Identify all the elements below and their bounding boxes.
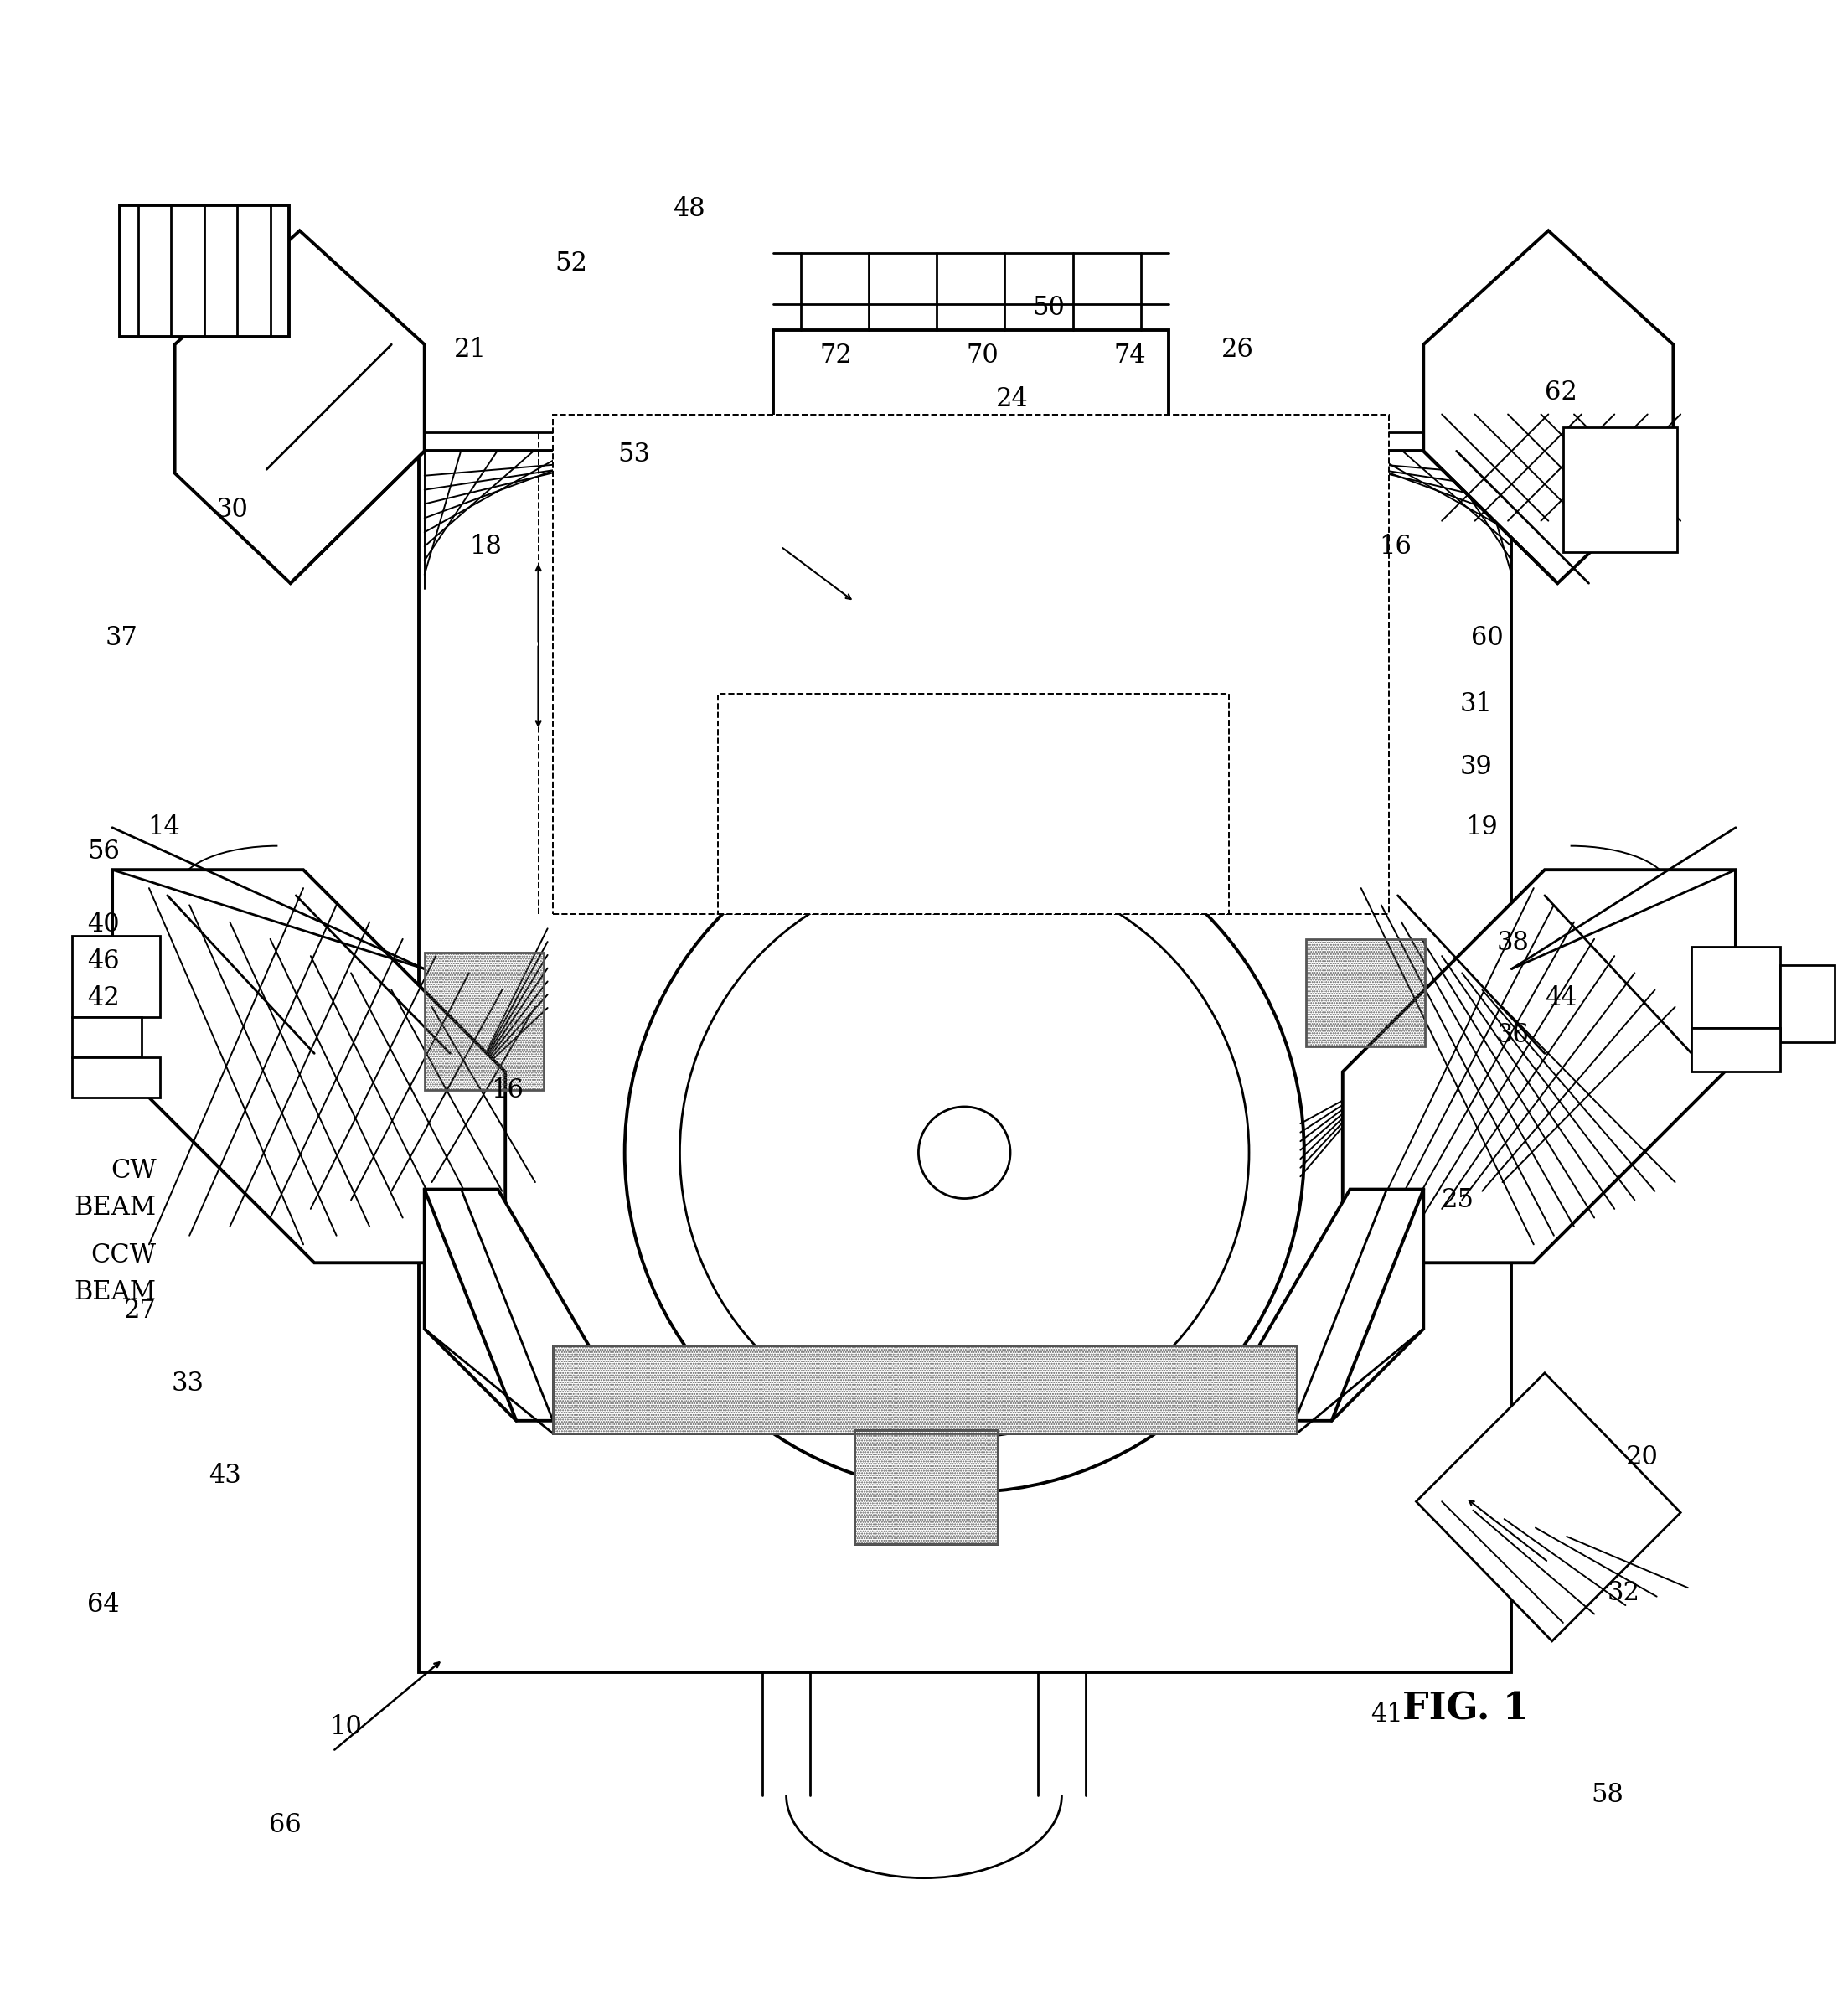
Text: 64: 64 bbox=[87, 1591, 120, 1617]
Bar bbox=[719, 693, 1229, 914]
Text: 19: 19 bbox=[1465, 814, 1499, 840]
Text: 16: 16 bbox=[1379, 533, 1412, 559]
Text: 72: 72 bbox=[819, 343, 852, 369]
Polygon shape bbox=[1343, 870, 1735, 1263]
Text: 16: 16 bbox=[492, 1078, 523, 1102]
Bar bbox=[1563, 427, 1676, 551]
Text: 31: 31 bbox=[1460, 691, 1493, 717]
Text: 27: 27 bbox=[124, 1297, 157, 1323]
Bar bbox=[72, 1056, 161, 1098]
Bar bbox=[553, 1345, 1297, 1433]
Bar bbox=[1691, 1028, 1780, 1072]
Bar bbox=[553, 415, 1388, 914]
Text: 30: 30 bbox=[216, 497, 248, 523]
Text: 20: 20 bbox=[1626, 1445, 1658, 1471]
Circle shape bbox=[918, 1106, 1011, 1198]
Text: 44: 44 bbox=[1545, 986, 1576, 1012]
Bar bbox=[854, 1431, 998, 1543]
Bar bbox=[1691, 948, 1780, 1028]
Text: BEAM: BEAM bbox=[74, 1279, 157, 1305]
Text: CCW: CCW bbox=[91, 1242, 157, 1269]
Text: 10: 10 bbox=[329, 1715, 362, 1739]
Text: CW: CW bbox=[111, 1158, 157, 1184]
Text: 37: 37 bbox=[105, 625, 139, 651]
Bar bbox=[72, 936, 161, 1016]
Bar bbox=[774, 331, 1168, 437]
Text: 56: 56 bbox=[87, 838, 120, 864]
Polygon shape bbox=[113, 870, 505, 1263]
Polygon shape bbox=[176, 230, 425, 583]
Text: 14: 14 bbox=[148, 814, 181, 840]
Polygon shape bbox=[1416, 1373, 1680, 1641]
Text: 70: 70 bbox=[967, 343, 1000, 369]
Text: 25: 25 bbox=[1441, 1186, 1475, 1212]
Text: 74: 74 bbox=[1114, 343, 1146, 369]
Polygon shape bbox=[1423, 230, 1672, 583]
Text: 39: 39 bbox=[1460, 754, 1493, 780]
Text: 33: 33 bbox=[172, 1371, 203, 1397]
Text: 36: 36 bbox=[1497, 1022, 1530, 1048]
Text: 53: 53 bbox=[617, 441, 650, 467]
Text: BEAM: BEAM bbox=[74, 1194, 157, 1220]
Text: 46: 46 bbox=[87, 948, 120, 974]
Bar bbox=[425, 952, 543, 1090]
Text: 38: 38 bbox=[1497, 930, 1530, 956]
Text: 58: 58 bbox=[1591, 1782, 1623, 1808]
Text: 52: 52 bbox=[554, 250, 588, 277]
Text: 21: 21 bbox=[455, 337, 486, 363]
Circle shape bbox=[680, 868, 1249, 1437]
Text: 62: 62 bbox=[1545, 379, 1576, 405]
Bar bbox=[1780, 966, 1835, 1042]
Text: 43: 43 bbox=[209, 1463, 240, 1489]
Text: 32: 32 bbox=[1608, 1581, 1639, 1607]
Text: 26: 26 bbox=[1222, 337, 1255, 363]
Bar bbox=[553, 1345, 1297, 1433]
Text: 42: 42 bbox=[87, 986, 120, 1012]
Polygon shape bbox=[1258, 1188, 1423, 1421]
Bar bbox=[419, 451, 1512, 1671]
Text: 66: 66 bbox=[268, 1812, 301, 1838]
Bar bbox=[72, 1016, 142, 1056]
Text: 48: 48 bbox=[673, 196, 706, 222]
Bar bbox=[120, 204, 288, 337]
Text: 41: 41 bbox=[1371, 1701, 1403, 1727]
Text: 24: 24 bbox=[996, 387, 1027, 413]
Text: 40: 40 bbox=[87, 912, 120, 938]
Text: 50: 50 bbox=[1033, 295, 1064, 321]
Text: 60: 60 bbox=[1471, 625, 1504, 651]
Circle shape bbox=[625, 814, 1305, 1493]
Text: 18: 18 bbox=[469, 533, 501, 559]
Bar bbox=[854, 1431, 998, 1543]
Bar bbox=[1307, 940, 1425, 1046]
Text: FIG. 1: FIG. 1 bbox=[1403, 1691, 1528, 1727]
Polygon shape bbox=[425, 1188, 590, 1421]
